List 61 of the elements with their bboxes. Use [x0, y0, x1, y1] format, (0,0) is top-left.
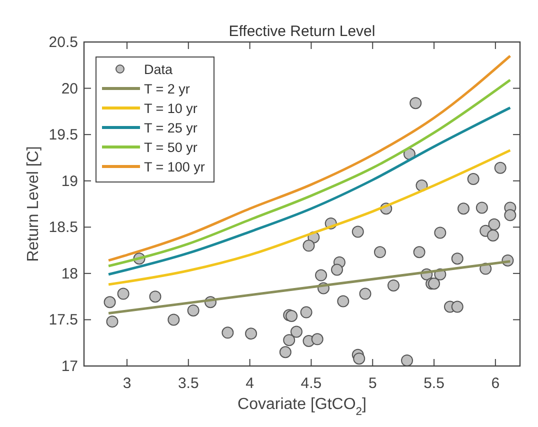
point	[374, 246, 386, 258]
point	[337, 295, 350, 308]
point	[279, 346, 292, 358]
x-tick-label: 4	[246, 375, 254, 392]
x-tick-label: 4.5	[300, 375, 322, 392]
point	[504, 209, 516, 222]
point	[353, 352, 366, 365]
point	[388, 279, 400, 292]
y-tick-label: 18	[61, 265, 78, 282]
chart-title: Effective Return Level	[228, 23, 376, 40]
point	[428, 278, 440, 290]
point	[486, 229, 499, 242]
point	[331, 264, 344, 276]
legend-label: T = 100 yr	[144, 160, 206, 174]
legend-label: Data	[144, 62, 174, 77]
point	[359, 288, 372, 300]
point	[283, 334, 296, 346]
point	[451, 300, 464, 313]
point	[401, 354, 414, 366]
y-axis-title: Return Level [C]	[25, 146, 42, 262]
y-tick-label: 19.5	[48, 126, 78, 144]
legend-label: T = 10 yr	[144, 101, 198, 116]
legend-label: T = 50 yr	[144, 140, 198, 155]
point	[311, 333, 324, 346]
point	[410, 97, 422, 110]
point	[290, 326, 302, 338]
point	[467, 173, 480, 186]
x-axis-title: Covariate [GtCO$_{2}$]	[238, 396, 366, 418]
y-tick-label: 17	[61, 358, 78, 375]
point	[168, 314, 180, 326]
point	[494, 162, 506, 174]
point	[451, 252, 464, 265]
point	[488, 218, 500, 230]
x-tick-label: 3.5	[178, 375, 199, 392]
point	[106, 316, 118, 328]
point	[315, 269, 328, 282]
legend-label: T = 2 yr	[144, 82, 190, 96]
x-tick-label: 3	[122, 375, 132, 392]
point	[300, 306, 312, 318]
legend-label: T = 25 yr	[144, 120, 198, 136]
point	[286, 310, 298, 322]
y-tick-label: 20	[61, 80, 78, 98]
point	[245, 328, 258, 340]
point	[458, 202, 470, 215]
x-tick-label: 5.5	[424, 375, 444, 392]
y-tick-label: 18.5	[48, 219, 78, 236]
y-tick-label: 17.5	[48, 312, 78, 329]
point	[222, 326, 234, 339]
x-tick-label: 5	[368, 375, 377, 392]
point	[434, 226, 446, 239]
point	[352, 226, 364, 238]
point	[476, 202, 488, 214]
point	[117, 288, 130, 300]
point	[149, 290, 162, 303]
point	[187, 304, 200, 316]
y-tick-label: 19	[61, 172, 78, 190]
x-tick-label: 6	[491, 375, 500, 392]
point	[302, 240, 315, 252]
point	[104, 296, 116, 308]
point	[413, 246, 426, 258]
y-tick-label: 20.5	[48, 34, 78, 51]
